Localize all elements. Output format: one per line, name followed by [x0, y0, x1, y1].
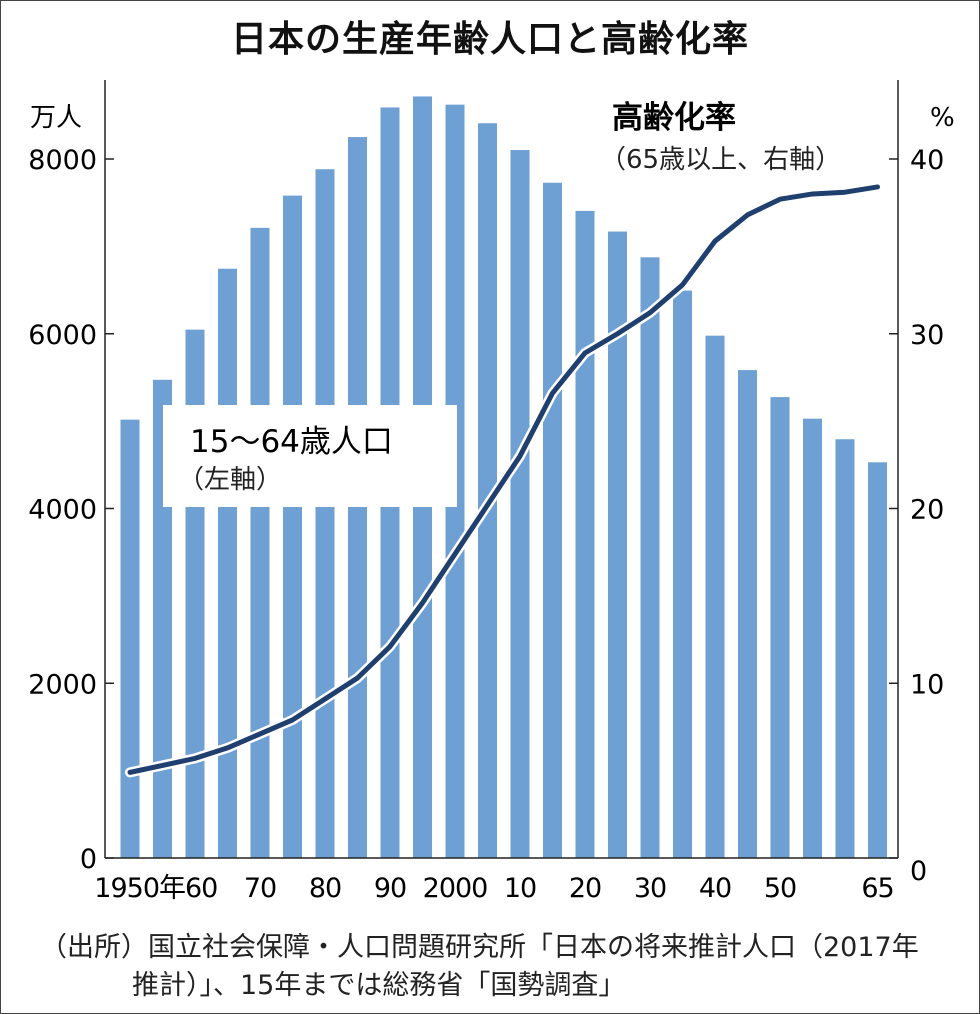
bar-1950 — [120, 419, 140, 858]
bar-2060 — [835, 439, 855, 858]
bar-2030 — [640, 257, 660, 858]
bars-group — [120, 96, 887, 859]
x-tick-label-1990: 90 — [374, 873, 406, 904]
x-tick-label-1970: 70 — [244, 873, 276, 904]
right-tick-label-10: 10 — [910, 669, 944, 700]
bar-2040 — [705, 335, 725, 858]
left-axis-unit: 万人 — [30, 103, 82, 133]
bar-series-note: （左軸） — [178, 465, 282, 495]
left-tick-label-0: 0 — [80, 844, 97, 875]
right-tick-label-40: 40 — [910, 145, 944, 176]
right-tick-label-0: 0 — [910, 856, 927, 887]
x-tick-label-2040: 40 — [699, 873, 731, 904]
bar-2035 — [673, 290, 692, 858]
right-tick-label-20: 20 — [910, 495, 944, 526]
line-series-note: （65歳以上、右軸） — [600, 145, 841, 175]
x-tick-label-2050: 50 — [764, 873, 796, 904]
bar-2025 — [608, 231, 627, 859]
bar-2055 — [803, 418, 822, 858]
x-tick-label-1980: 80 — [309, 873, 341, 904]
source-line-2: 推計）」、15年までは総務省「国勢調査」 — [132, 970, 626, 1001]
right-axis-unit: % — [930, 103, 955, 133]
bar-2045 — [738, 370, 757, 858]
right-tick-label-30: 30 — [910, 320, 944, 351]
bar-1975 — [283, 195, 302, 859]
aging-rate-line — [127, 184, 880, 775]
bar-2050 — [770, 397, 790, 858]
bar-series-label-box — [163, 405, 457, 507]
x-tick-label-2020: 20 — [569, 873, 601, 904]
bar-1965 — [218, 268, 237, 858]
x-tick-label-2000: 2000 — [423, 873, 488, 904]
bar-2005 — [478, 123, 497, 859]
x-tick-label-1950: 1950年 — [94, 873, 185, 904]
left-tick-label-8000: 8000 — [28, 145, 97, 176]
bar-2020 — [575, 210, 595, 858]
bar-2015 — [543, 182, 562, 859]
source-line-1: （出所）国立社会保障・人口問題研究所「日本の将来推計人口（2017年 — [40, 932, 919, 963]
left-tick-label-6000: 6000 — [28, 320, 97, 351]
line-series-label: 高齢化率 — [612, 100, 736, 136]
bar-2010 — [510, 150, 530, 859]
x-tick-label-1960: 60 — [185, 873, 217, 904]
x-tick-label-2030: 30 — [634, 873, 666, 904]
axes-group: 0 2000 4000 6000 8000 0 10 20 30 40 1950年 60 70 80 90 2… — [28, 80, 944, 904]
line-group — [125, 181, 883, 778]
chart-title: 日本の生産年齢人口と高齢化率 — [230, 19, 749, 60]
x-tick-label-2065: 65 — [861, 873, 893, 904]
bar-1970 — [250, 227, 270, 858]
bar-2065 — [868, 462, 887, 858]
left-tick-label-4000: 4000 — [28, 495, 97, 526]
left-tick-label-2000: 2000 — [28, 669, 97, 700]
bar-series-label: 15〜64歳人口 — [190, 424, 393, 460]
bar-1980 — [315, 169, 335, 858]
x-tick-label-2010: 10 — [504, 873, 536, 904]
